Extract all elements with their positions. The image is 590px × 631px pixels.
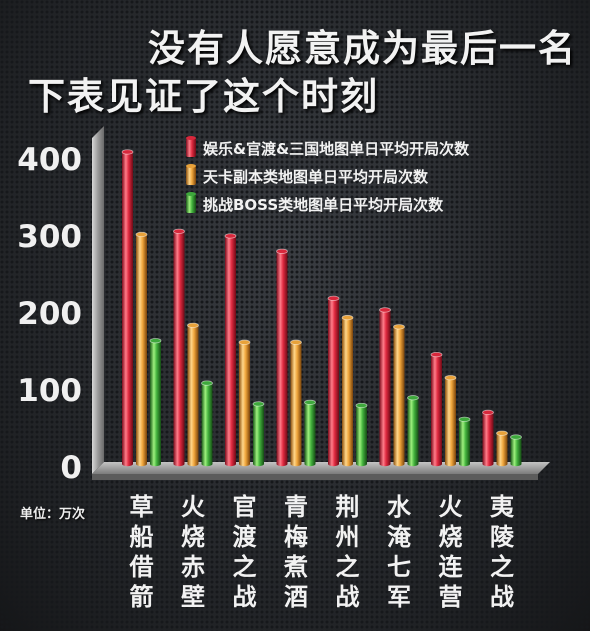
bar-2 [496,430,508,467]
bar-1 [327,295,340,467]
bar-2 [238,339,251,467]
x-tick-label: 火烧赤壁 [181,493,205,611]
chart-back-wall [92,126,104,474]
bar-1 [430,351,443,467]
y-tick-label: 100 [17,373,82,409]
legend-label: 天卡副本类地图单日平均开局次数 [203,168,429,186]
bar-2 [290,339,302,467]
bar-2 [187,322,199,467]
x-tick-label: 草船借箭 [129,493,154,611]
x-tick-label: 青梅煮酒 [283,493,308,611]
bar-2 [341,315,354,467]
bar-2 [135,231,148,467]
legend-swatch [186,166,196,185]
x-tick-label: 水淹七军 [387,493,412,611]
title-line-1: 没有人愿意成为最后一名 [148,27,577,70]
legend-label: 娱乐&官渡&三国地图单日平均开局次数 [203,140,470,158]
bar-3 [304,399,316,467]
legend-item: 天卡副本类地图单日平均开局次数 [186,164,429,186]
bar-1 [173,228,185,467]
bar-2 [444,375,457,467]
y-axis: 0 100 200 300 400 [17,142,82,486]
y-tick-label: 0 [60,450,82,486]
x-tick-label: 火烧连营 [439,493,464,611]
bar-3 [355,402,368,467]
bar-1 [482,409,494,467]
legend-swatch [186,138,196,157]
bar-3 [458,416,471,467]
legend-item: 挑战BOSS类地图单日平均开局次数 [186,192,444,214]
y-tick-label: 400 [17,142,82,178]
x-tick-label: 官渡之战 [233,493,258,611]
x-tick-label: 夷陵之战 [490,493,515,611]
legend-swatch [186,194,196,213]
y-tick-label: 300 [17,219,82,255]
legend-item: 娱乐&官渡&三国地图单日平均开局次数 [186,136,470,158]
chart-floor-edge [92,474,538,480]
bar-1 [121,149,134,467]
bar-2 [393,324,405,467]
title-line-2: 下表见证了这个时刻 [28,75,379,118]
legend: 娱乐&官渡&三国地图单日平均开局次数天卡副本类地图单日平均开局次数挑战BOSS类… [186,136,470,214]
bars [121,149,522,467]
bar-1 [379,307,391,467]
legend-label: 挑战BOSS类地图单日平均开局次数 [203,196,444,214]
bar-3 [510,434,522,467]
bar-3 [252,401,265,467]
bar-3 [149,338,162,467]
bar-1 [224,233,237,467]
unit-label: 单位：万次 [20,507,86,522]
y-tick-label: 200 [17,296,82,332]
bar-3 [201,380,213,467]
bar-1 [276,248,288,467]
x-tick-label: 荆州之战 [336,493,360,611]
bar-3 [407,395,419,467]
